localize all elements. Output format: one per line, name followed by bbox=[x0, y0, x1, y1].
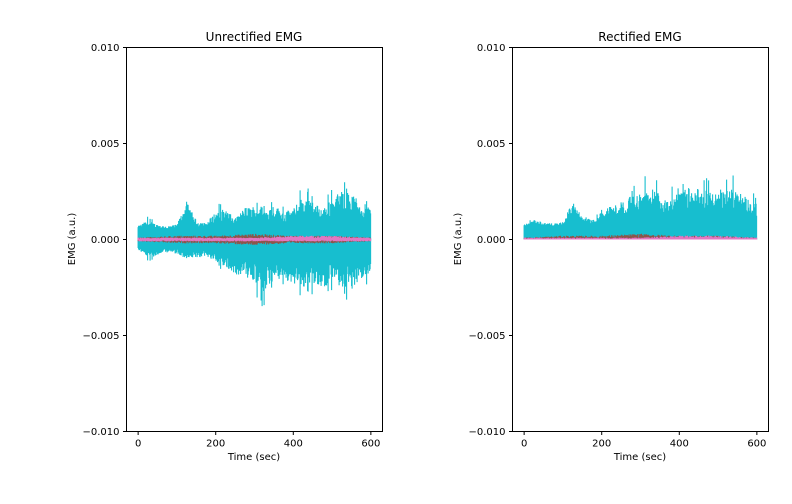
rectified-series-0 bbox=[523, 175, 758, 240]
unrectified-emg-title: Unrectified EMG bbox=[206, 30, 303, 44]
rectified-ticks: 0 200 400 600 −0.010 −0.005 0.000 0.005 0.010 bbox=[468, 43, 766, 450]
rectified-y-tick-label-2: 0.000 bbox=[477, 235, 506, 246]
unrectified-series-layer bbox=[137, 182, 372, 307]
unrectified-x-tick-label-2: 400 bbox=[284, 439, 303, 450]
unrectified-y-axis-label: EMG (a.u.) bbox=[67, 213, 78, 266]
rectified-series-0-trace bbox=[523, 175, 758, 240]
rectified-x-tick-label-3: 600 bbox=[747, 439, 766, 450]
unrectified-y-tick-label-2: 0.000 bbox=[91, 235, 120, 246]
unrectified-y-tick-label-1: −0.005 bbox=[82, 331, 119, 342]
unrectified-series-2 bbox=[137, 235, 372, 242]
unrectified-y-tick-label-4: 0.010 bbox=[91, 43, 120, 54]
rectified-series-2 bbox=[523, 235, 758, 240]
rectified-y-tick-label-3: 0.005 bbox=[477, 139, 506, 150]
rectified-emg-panel: Rectified EMG 0 200 400 600 −0.010 −0.005 0.00… bbox=[453, 30, 769, 463]
unrectified-ticks: 0 200 400 600 −0.010 −0.005 0.000 0.005 0.010 bbox=[82, 43, 380, 450]
rectified-series-layer bbox=[523, 175, 758, 240]
unrectified-x-tick-label-3: 600 bbox=[361, 439, 380, 450]
unrectified-x-tick-label-1: 200 bbox=[206, 439, 225, 450]
rectified-series-2-trace bbox=[523, 235, 758, 240]
rectified-y-tick-label-1: −0.005 bbox=[468, 331, 505, 342]
unrectified-x-tick-label-0: 0 bbox=[135, 439, 141, 450]
rectified-x-axis-label: Time (sec) bbox=[613, 452, 666, 463]
rectified-x-tick-label-0: 0 bbox=[521, 439, 527, 450]
rectified-y-axis-label: EMG (a.u.) bbox=[453, 213, 464, 266]
rectified-y-tick-label-4: 0.010 bbox=[477, 43, 506, 54]
rectified-x-tick-label-1: 200 bbox=[592, 439, 611, 450]
unrectified-x-axis-label: Time (sec) bbox=[227, 452, 280, 463]
unrectified-y-tick-label-0: −0.010 bbox=[82, 427, 119, 438]
unrectified-series-2-trace bbox=[137, 235, 372, 242]
rectified-emg-title: Rectified EMG bbox=[598, 30, 681, 44]
unrectified-y-tick-label-3: 0.005 bbox=[91, 139, 120, 150]
unrectified-emg-panel: Unrectified EMG 0 200 400 600 −0.010 −0.005 0.… bbox=[67, 30, 383, 463]
rectified-y-tick-label-0: −0.010 bbox=[468, 427, 505, 438]
rectified-x-tick-label-2: 400 bbox=[670, 439, 689, 450]
